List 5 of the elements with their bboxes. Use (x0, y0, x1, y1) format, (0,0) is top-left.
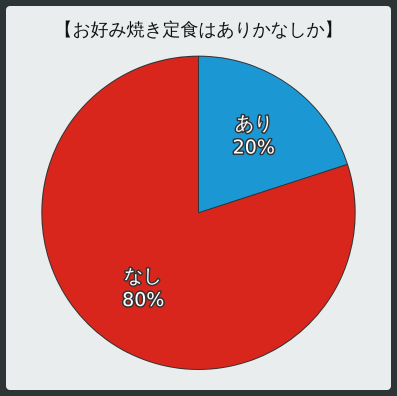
slice-label: あり (234, 112, 273, 135)
data-label: 20% (232, 136, 275, 159)
slice-label: なし (124, 264, 162, 287)
data-label: 80% (122, 288, 164, 311)
chart-title: 【お好み焼き定食はありかなしか】 (54, 19, 342, 40)
